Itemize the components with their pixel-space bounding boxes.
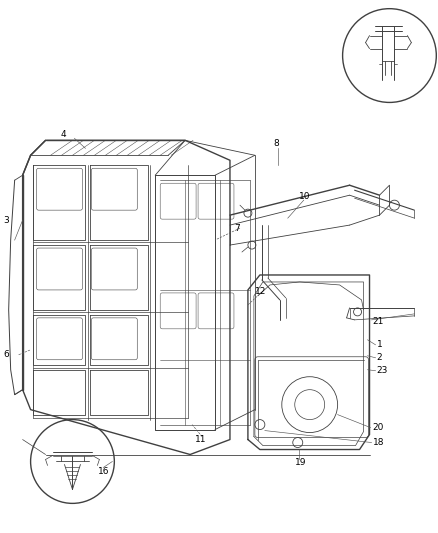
Text: 12: 12: [255, 287, 266, 296]
Text: 19: 19: [295, 458, 306, 467]
Text: 23: 23: [377, 366, 388, 375]
Text: 21: 21: [372, 317, 384, 326]
Text: 6: 6: [4, 350, 10, 359]
Text: 11: 11: [195, 435, 207, 444]
Text: 1: 1: [377, 340, 382, 349]
Text: 7: 7: [234, 224, 240, 232]
Text: 8: 8: [274, 139, 279, 148]
Text: 10: 10: [299, 192, 310, 201]
Text: 3: 3: [4, 216, 10, 224]
Text: 4: 4: [60, 130, 66, 139]
Text: 20: 20: [372, 423, 384, 432]
Text: 18: 18: [372, 438, 384, 447]
Text: 16: 16: [99, 467, 110, 476]
Text: 2: 2: [377, 353, 382, 362]
